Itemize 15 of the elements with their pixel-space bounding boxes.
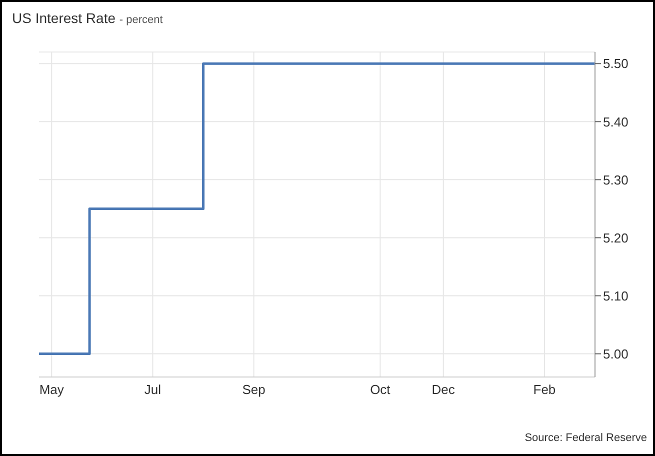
x-tick-label: May — [39, 382, 64, 398]
y-tick-label: 5.20 — [603, 230, 628, 246]
x-tick-label: Jul — [144, 382, 162, 398]
source-note: Source: Federal Reserve — [524, 432, 647, 444]
chart-subtitle: - percent — [119, 14, 163, 26]
y-tick-label: 5.00 — [603, 346, 628, 362]
x-tick-label: Dec — [432, 382, 456, 398]
y-tick-label: 5.40 — [603, 114, 628, 130]
x-tick-label: Feb — [533, 382, 556, 398]
chart-title: US Interest Rate — [12, 10, 116, 26]
y-tick-label: 5.10 — [603, 288, 628, 304]
y-tick-label: 5.30 — [603, 172, 628, 188]
y-tick-label: 5.50 — [603, 56, 628, 72]
x-tick-label: Sep — [242, 382, 266, 398]
x-tick-label: Oct — [370, 382, 391, 398]
